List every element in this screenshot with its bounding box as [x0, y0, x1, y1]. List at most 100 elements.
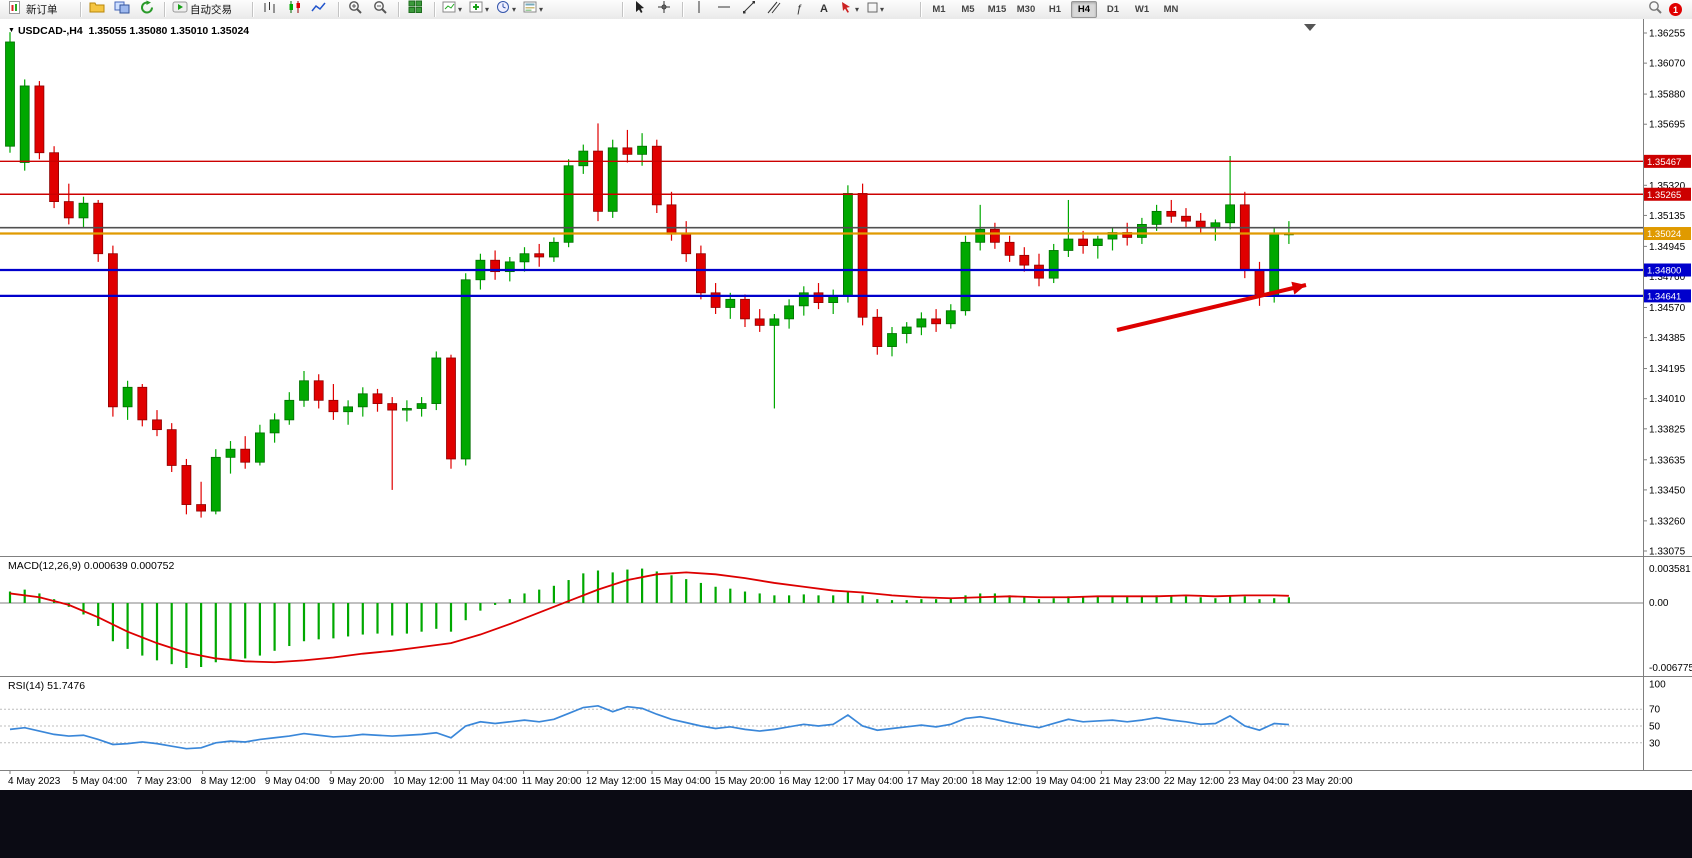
- svg-text:0.003581: 0.003581: [1649, 564, 1691, 575]
- svg-text:9 May 20:00: 9 May 20:00: [329, 776, 384, 787]
- svg-text:19 May 04:00: 19 May 04:00: [1035, 776, 1096, 787]
- svg-text:1.33450: 1.33450: [1649, 485, 1686, 496]
- svg-text:21 May 23:00: 21 May 23:00: [1099, 776, 1160, 787]
- svg-text:1.35320: 1.35320: [1649, 181, 1686, 192]
- line-chart-icon: [311, 0, 327, 19]
- svg-text:1.34800: 1.34800: [1647, 266, 1681, 277]
- timeframe-button-w1[interactable]: W1: [1134, 4, 1150, 15]
- zoom-in-button[interactable]: [344, 0, 366, 19]
- time-axis: 4 May 2023 5 May 04:00 7 May 23:00 8 May 12…: [8, 770, 1353, 787]
- horizontal-line-tool-button[interactable]: [713, 0, 735, 19]
- chevron-down-icon: ▾: [458, 4, 463, 14]
- arrows-tool-button[interactable]: ▾: [838, 0, 861, 19]
- svg-text:100: 100: [1649, 680, 1666, 691]
- svg-text:0.00: 0.00: [1649, 598, 1669, 609]
- bar-chart-mode-button[interactable]: [258, 0, 280, 19]
- charts-button[interactable]: [111, 0, 133, 19]
- svg-text:-0.006775: -0.006775: [1649, 663, 1692, 674]
- price-axis: 1.36255 1.36070 1.35880 1.35695 1.35320 1.351…: [1643, 29, 1686, 557]
- hlines-layer[interactable]: [0, 160, 1643, 298]
- svg-text:18 May 12:00: 18 May 12:00: [971, 776, 1032, 787]
- new-order-icon: [8, 0, 24, 20]
- svg-text:15 May 20:00: 15 May 20:00: [714, 776, 775, 787]
- svg-text:1.34195: 1.34195: [1649, 364, 1686, 375]
- svg-text:1.33260: 1.33260: [1649, 516, 1686, 527]
- chevron-down-icon: ▾: [539, 4, 544, 14]
- trendline-tool-button[interactable]: [738, 0, 760, 19]
- price-tags: 1.35467 1.35265 1.35024 1.34800 1.34641: [1644, 154, 1691, 303]
- taskbar-band: [0, 790, 1692, 858]
- timeframe-button-h1[interactable]: H1: [1048, 4, 1062, 15]
- svg-text:30: 30: [1649, 738, 1661, 749]
- macd-layer: [8, 568, 1291, 669]
- auto-trading-button[interactable]: 自动交易: [170, 0, 234, 19]
- candlestick-icon: [287, 0, 302, 19]
- search-icon: [1648, 0, 1663, 20]
- symbol-period-label: USDCAD-,H4: [17, 25, 83, 37]
- svg-text:1.34760: 1.34760: [1649, 272, 1686, 283]
- auto-trading-icon: [172, 0, 188, 19]
- svg-text:7 May 23:00: 7 May 23:00: [136, 776, 191, 787]
- templates-button[interactable]: ▾: [521, 0, 545, 19]
- svg-text:1.35024: 1.35024: [1647, 229, 1681, 240]
- timeframe-button-d1[interactable]: D1: [1106, 4, 1120, 15]
- zoom-out-icon: [373, 0, 388, 20]
- timeframe-button-mn[interactable]: MN: [1163, 4, 1179, 15]
- svg-text:1.35880: 1.35880: [1649, 90, 1686, 101]
- svg-text:1.33075: 1.33075: [1649, 546, 1686, 557]
- svg-text:1.35135: 1.35135: [1649, 211, 1686, 222]
- svg-text:15 May 04:00: 15 May 04:00: [650, 776, 711, 787]
- toolbar: 新订单: [0, 0, 1692, 20]
- timeframe-button-m30[interactable]: M30: [1016, 4, 1036, 15]
- zoom-out-button[interactable]: [369, 0, 391, 19]
- svg-text:1.33825: 1.33825: [1649, 424, 1686, 435]
- chart-windows-icon: [114, 0, 130, 19]
- trend-arrow-annotation[interactable]: [1116, 281, 1307, 332]
- template-icon: [523, 0, 538, 19]
- svg-text:23 May 20:00: 23 May 20:00: [1292, 776, 1353, 787]
- crosshair-tool-button[interactable]: [653, 0, 675, 19]
- svg-text:70: 70: [1649, 705, 1661, 716]
- vertical-line-tool-button[interactable]: [688, 0, 710, 19]
- new-chart-button[interactable]: ▾: [440, 0, 464, 19]
- shapes-tool-button[interactable]: ▾: [864, 0, 886, 19]
- timeframe-button-m1[interactable]: M1: [932, 4, 946, 15]
- svg-text:1.33635: 1.33635: [1649, 455, 1686, 466]
- channel-tool-button[interactable]: [763, 0, 785, 19]
- new-order-button[interactable]: 新订单: [6, 0, 60, 19]
- svg-text:1.36070: 1.36070: [1649, 59, 1686, 70]
- svg-text:10 May 12:00: 10 May 12:00: [393, 776, 454, 787]
- horizontal-line-icon: [717, 0, 731, 19]
- svg-text:1.36255: 1.36255: [1649, 29, 1686, 40]
- rsi-indicator-label: RSI(14) 51.7476: [8, 680, 86, 692]
- search-button[interactable]: [1644, 0, 1666, 19]
- cursor-icon: [633, 0, 646, 19]
- svg-text:5 May 04:00: 5 May 04:00: [72, 776, 127, 787]
- timeframe-button-m5[interactable]: M5: [961, 4, 975, 15]
- vertical-line-icon: [693, 0, 705, 19]
- chevron-down-icon: ▾: [485, 4, 490, 14]
- ohlc-readout: 1.35055 1.35080 1.35010 1.35024: [88, 25, 250, 37]
- periods-button[interactable]: ▾: [494, 0, 518, 19]
- fibonacci-tool-button[interactable]: ƒ: [788, 0, 810, 19]
- text-tool-button[interactable]: A: [813, 0, 835, 19]
- svg-text:17 May 04:00: 17 May 04:00: [843, 776, 904, 787]
- chart-window[interactable]: 1.36255 1.36070 1.35880 1.35695 1.35320 1.351…: [0, 19, 1692, 790]
- cursor-tool-button[interactable]: [628, 0, 650, 19]
- indicators-button[interactable]: ▾: [467, 0, 491, 19]
- refresh-icon: [140, 0, 155, 20]
- profiles-button[interactable]: [86, 0, 108, 19]
- chevron-down-icon: ▾: [855, 4, 860, 14]
- chart-canvas[interactable]: 1.36255 1.36070 1.35880 1.35695 1.35320 1.351…: [0, 19, 1692, 790]
- notification-badge[interactable]: 1: [1669, 3, 1682, 16]
- timeframe-button-m15[interactable]: M15: [987, 4, 1007, 15]
- timeframe-button-h4[interactable]: H4: [1071, 1, 1097, 18]
- chart-shift-marker: [1304, 24, 1316, 31]
- tile-windows-button[interactable]: [404, 0, 426, 19]
- candlestick-mode-button[interactable]: [283, 0, 305, 19]
- macd-indicator-label: MACD(12,26,9) 0.000639 0.000752: [8, 560, 175, 572]
- svg-text:4 May 2023: 4 May 2023: [8, 776, 61, 787]
- refresh-button[interactable]: [136, 0, 158, 19]
- line-chart-mode-button[interactable]: [308, 0, 330, 19]
